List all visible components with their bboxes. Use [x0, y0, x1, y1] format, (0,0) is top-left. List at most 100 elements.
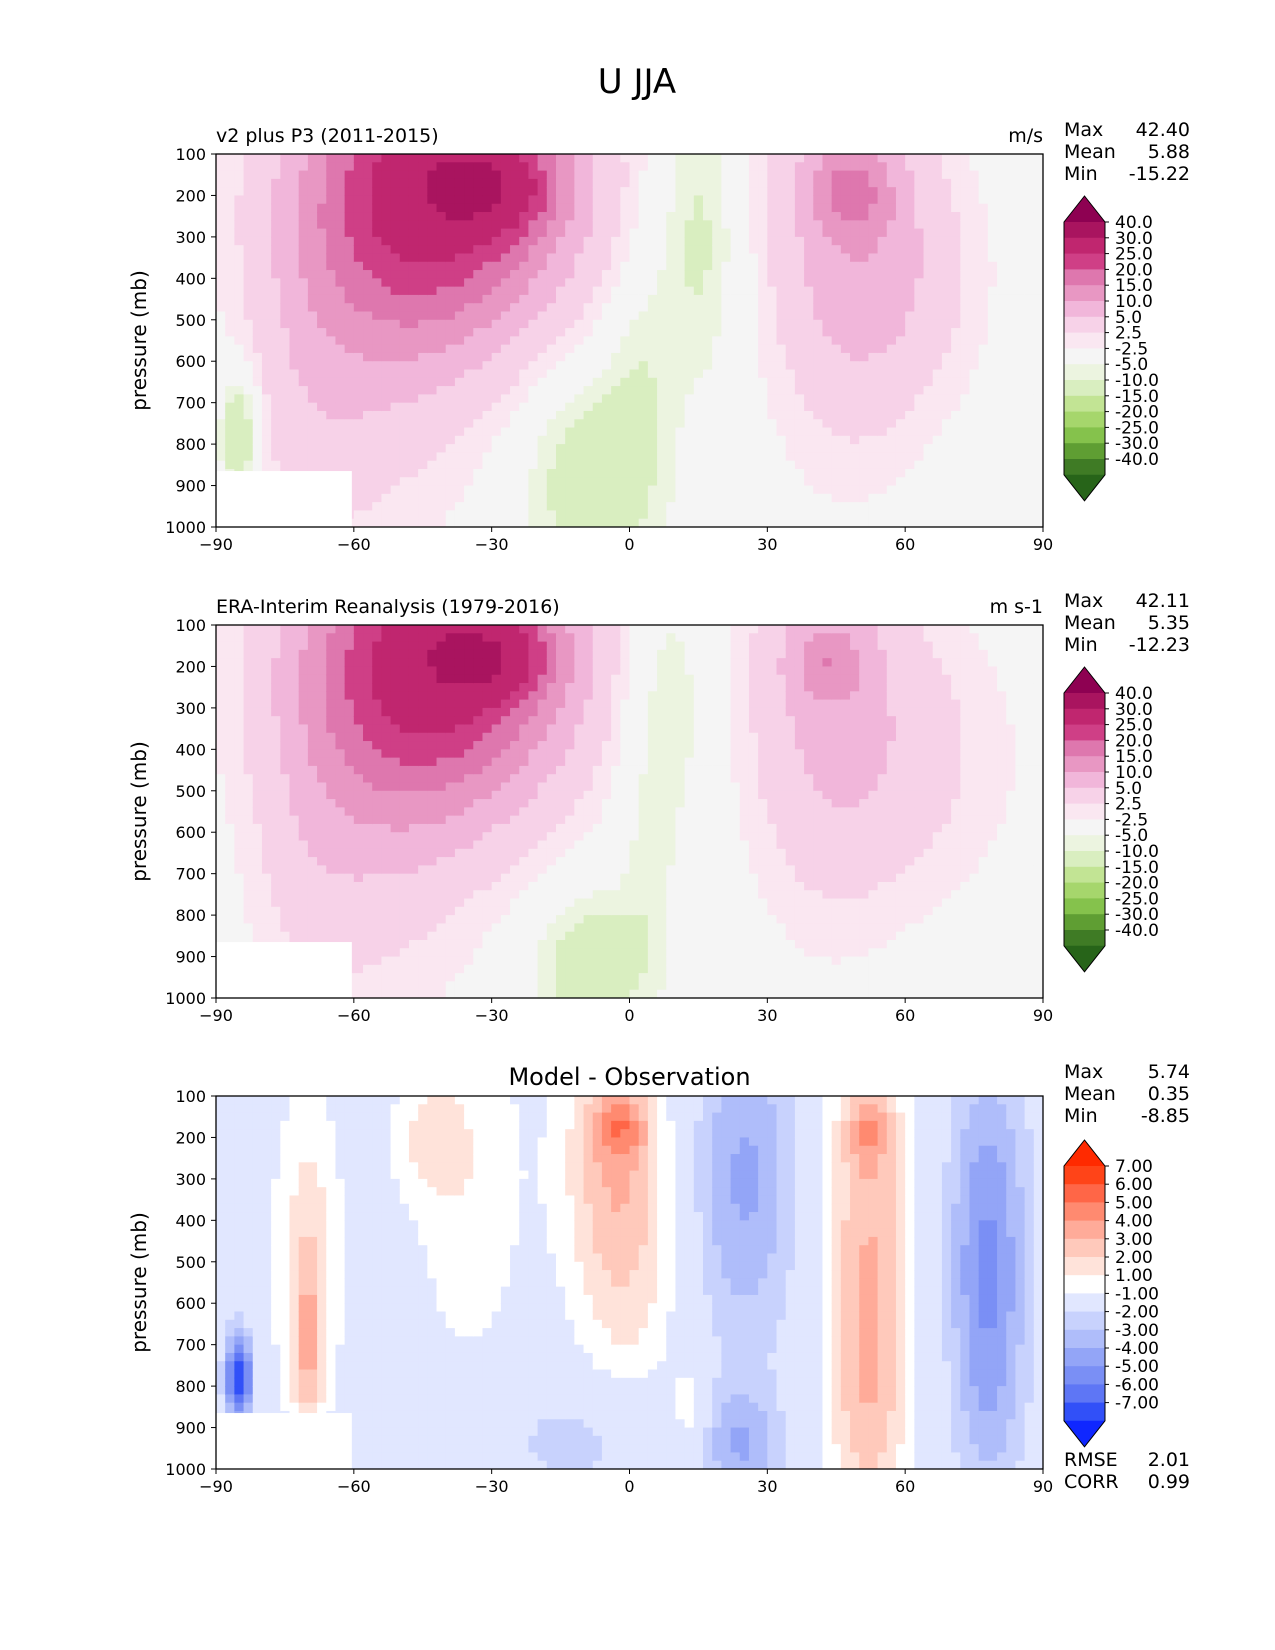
y-tick-label: 600: [175, 823, 206, 842]
colorbar-segment: [1064, 835, 1105, 852]
colorbar-tick-label: 25.0: [1115, 716, 1153, 736]
colorbar-segment: [1064, 930, 1105, 947]
colorbar-segment: [1064, 803, 1105, 820]
y-tick-label: 100: [175, 145, 206, 164]
y-tick-label: 100: [175, 1087, 206, 1106]
colorbar-tick-label: -5.00: [1115, 1357, 1159, 1377]
colorbar-tick-label: -15.0: [1115, 858, 1159, 878]
colorbar-segment: [1064, 237, 1105, 254]
y-axis: 100 200 300 400 500 600 700 800 900 1000: [165, 616, 216, 1008]
stat-value: 0.35: [1148, 1083, 1190, 1105]
colorbar-tick-label: 6.00: [1115, 1175, 1153, 1195]
colorbar-tick-label: 20.0: [1115, 260, 1153, 280]
colorbar-segment: [1064, 1384, 1105, 1403]
colorbar-tick-label: 40.0: [1115, 684, 1153, 704]
colorbar-tick-label: 10.0: [1115, 763, 1153, 783]
stats-box: Max 42.11 Mean 5.35 Min -12.23: [1064, 590, 1190, 656]
colorbar-extend-bottom: [1064, 945, 1105, 972]
x-tick-label: 0: [624, 1477, 634, 1496]
x-tick-label: −30: [475, 535, 509, 554]
colorbar-tick-label: 1.00: [1115, 1266, 1153, 1286]
colorbar-tick-label: 4.00: [1115, 1212, 1153, 1232]
stat-label: RMSE: [1064, 1449, 1118, 1471]
colorbar-segment: [1064, 411, 1105, 428]
stat-value: 42.40: [1136, 119, 1190, 141]
colorbar-segment: [1064, 1329, 1105, 1349]
colorbar-tick-label: -30.0: [1115, 434, 1159, 454]
colorbar-segment: [1064, 1275, 1105, 1294]
y-tick-label: 1000: [165, 989, 206, 1008]
x-tick-label: −90: [199, 1477, 233, 1496]
stat-value: 5.88: [1148, 141, 1190, 163]
colorbar-segment: [1064, 1166, 1105, 1185]
colorbar-segment: [1064, 316, 1105, 333]
y-tick-label: 300: [175, 699, 206, 718]
y-tick-label: 800: [175, 906, 206, 925]
x-tick-label: 60: [895, 1477, 915, 1496]
stat-value: 5.35: [1148, 612, 1190, 634]
figure-title: U JJA: [598, 62, 676, 102]
x-tick-label: 90: [1033, 1477, 1053, 1496]
panel-title: Model - Observation: [508, 1063, 750, 1091]
topography-mask: [216, 942, 352, 998]
colorbar-extend-top: [1064, 667, 1105, 693]
units-label: m/s: [1008, 125, 1043, 147]
y-tick-label: 400: [175, 740, 206, 759]
chart-panel-1: −90 −60 −30 0 30 60 90 100 200 300 400 500 600 700 800…: [127, 119, 1190, 554]
y-tick-label: 700: [175, 1336, 206, 1355]
y-tick-label: 600: [175, 352, 206, 371]
colorbar-tick-label: 5.0: [1115, 779, 1142, 799]
colorbar-segment: [1064, 1311, 1105, 1331]
stat-label: Mean: [1064, 1083, 1116, 1105]
colorbar-segment: [1064, 427, 1105, 444]
colorbar-tick-label: -20.0: [1115, 403, 1159, 423]
x-tick-label: −30: [475, 1006, 509, 1025]
y-tick-label: 700: [175, 394, 206, 413]
chart-panel-2: −90 −60 −30 0 30 60 90 100 200 300 400 500 600 700 800…: [127, 590, 1190, 1025]
stat-label: Mean: [1064, 141, 1116, 163]
colorbar-tick-label: -4.00: [1115, 1339, 1159, 1359]
colorbar-outline: [1063, 666, 1106, 973]
x-tick-label: −60: [337, 535, 371, 554]
y-tick-label: 400: [175, 269, 206, 288]
colorbar-tick-label: 5.0: [1115, 308, 1142, 328]
x-tick-label: −60: [337, 1477, 371, 1496]
colorbar-tick-label: 30.0: [1115, 700, 1153, 720]
y-tick-label: 800: [175, 1377, 206, 1396]
topography-mask: [216, 1413, 352, 1469]
colorbar-segment: [1064, 708, 1105, 725]
colorbar-tick-label: -5.0: [1115, 826, 1148, 846]
colorbar-segment: [1064, 1184, 1105, 1203]
y-axis-label: pressure (mb): [127, 741, 151, 882]
colorbar-segment: [1064, 285, 1105, 302]
stat-value: -15.22: [1129, 163, 1190, 185]
colorbar-tick-label: 30.0: [1115, 229, 1153, 249]
colorbar-segment: [1064, 380, 1105, 397]
colorbar-segment: [1064, 443, 1105, 460]
colorbar-tick-label: -40.0: [1115, 921, 1159, 941]
colorbar-segment: [1064, 269, 1105, 286]
colorbar-tick-label: -40.0: [1115, 450, 1159, 470]
colorbar-tick-label: -3.00: [1115, 1321, 1159, 1341]
y-tick-label: 400: [175, 1211, 206, 1230]
colorbar-tick-label: -15.0: [1115, 387, 1159, 407]
stat-label: Min: [1064, 163, 1098, 185]
x-tick-label: 90: [1033, 535, 1053, 554]
colorbar-segment: [1064, 395, 1105, 412]
y-tick-label: 500: [175, 782, 206, 801]
colorbar-tick-label: -20.0: [1115, 874, 1159, 894]
y-axis: 100 200 300 400 500 600 700 800 900 1000: [165, 145, 216, 537]
colorbar-segment: [1064, 898, 1105, 915]
colorbar-segment: [1064, 364, 1105, 381]
colorbar-segment: [1064, 1293, 1105, 1312]
colorbar-tick-label: 3.00: [1115, 1230, 1153, 1250]
x-tick-label: 60: [895, 1006, 915, 1025]
colorbar-extend-bottom: [1064, 474, 1105, 501]
y-tick-label: 600: [175, 1294, 206, 1313]
colorbar-tick-label: -2.00: [1115, 1303, 1159, 1323]
colorbar-tick-label: -10.0: [1115, 842, 1159, 862]
x-tick-label: 30: [757, 535, 777, 554]
y-tick-label: 500: [175, 1253, 206, 1272]
colorbar-segment: [1064, 348, 1105, 365]
stats-box: Max 5.74 Mean 0.35 Min -8.85: [1064, 1061, 1190, 1127]
